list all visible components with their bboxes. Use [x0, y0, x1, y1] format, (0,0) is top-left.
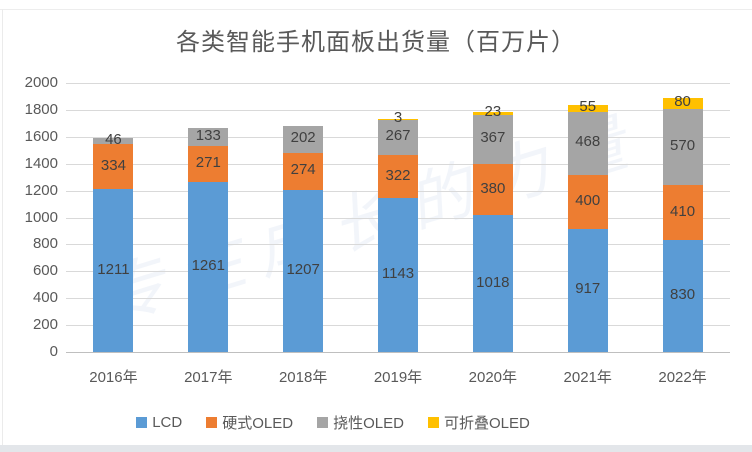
bar-segment-label: 133 [195, 127, 221, 144]
x-axis-category-label: 2021年 [563, 369, 612, 386]
bar-segment-label: 1018 [476, 273, 510, 291]
bar-segment-label: 830 [670, 286, 696, 304]
bar-segment-label: 80 [674, 93, 691, 111]
top-border-line [0, 9, 752, 10]
x-axis-category-label: 2017年 [184, 369, 233, 386]
chart-title: 各类智能手机面板出货量（百万片） [176, 29, 576, 56]
x-axis-category-label: 2016年 [89, 369, 138, 386]
bar-segment-label: 55 [579, 98, 597, 116]
bar-segment-label: 1261 [191, 257, 225, 275]
bar-segment-label: 367 [480, 129, 506, 147]
legend-item: 可折叠OLED [427, 412, 530, 433]
bottom-edge-band [0, 445, 752, 452]
bar-segment [567, 104, 608, 112]
legend: LCD 硬式OLED 挠性OLED 可折叠OLED [0, 412, 666, 433]
y-axis-tick-label: 600 [32, 262, 58, 280]
bar-segment [662, 108, 703, 186]
bar-segment-label: 274 [290, 161, 316, 179]
bar-segment-label: 400 [575, 191, 601, 209]
legend-label: 硬式OLED [222, 415, 294, 432]
x-axis-category-label: 2020年 [468, 369, 518, 386]
bar-segment-label: 380 [480, 179, 506, 197]
bar-segment [188, 145, 229, 183]
bar-segment-label: 23 [484, 103, 502, 121]
bar-segment [567, 111, 608, 175]
bar-segment [283, 152, 324, 190]
y-axis-tick-label: 1000 [24, 208, 58, 226]
bar-segment [567, 228, 608, 352]
bar-segment-label: 322 [385, 166, 411, 184]
x-axis-category-label: 2019年 [373, 369, 423, 386]
legend-item: 硬式OLED [206, 412, 293, 433]
bar-segment [662, 97, 703, 109]
bar-segment [378, 119, 418, 155]
bar-segment [567, 174, 608, 229]
bar-segment [93, 138, 134, 145]
bar-segment [378, 198, 418, 352]
legend-label: 挠性OLED [333, 415, 404, 432]
legend-swatch-icon [136, 417, 148, 428]
bar-segment-label: 410 [670, 202, 696, 220]
y-axis-tick-label: 400 [32, 289, 58, 307]
bar-segment [93, 189, 134, 352]
legend-swatch-icon [206, 417, 218, 428]
y-axis-tick-label: 200 [32, 316, 58, 334]
gridline [66, 109, 730, 111]
bar-segment-label: 3 [393, 108, 403, 126]
y-axis-tick-label: 1600 [24, 127, 58, 145]
bar-segment-label: 917 [575, 280, 601, 298]
legend-item: 挠性OLED [317, 412, 404, 433]
x-axis-category-label: 2018年 [278, 369, 328, 386]
bar-segment [378, 154, 418, 199]
x-axis-category-label: 2022年 [658, 369, 707, 386]
bar-segment [472, 163, 513, 216]
bar-segment-label: 1207 [286, 260, 320, 278]
y-axis-tick-label: 2000 [24, 74, 58, 91]
y-axis-tick-label: 1200 [24, 181, 58, 199]
bar-segment-label: 468 [575, 133, 601, 151]
bar-segment-label: 46 [105, 131, 122, 149]
bar-segment-label: 1143 [381, 265, 415, 283]
gridline [66, 352, 730, 353]
legend-label: 可折叠OLED [443, 415, 530, 432]
y-axis-tick-label: 0 [49, 343, 58, 360]
bar-segment [662, 185, 703, 241]
bar-segment [188, 182, 229, 352]
bar-segment-label: 1211 [97, 260, 130, 278]
bar-segment-label: 267 [385, 127, 411, 144]
bar-segment-label: 334 [100, 156, 126, 174]
y-axis-tick-label: 1800 [24, 100, 58, 118]
left-border-line [2, 9, 3, 445]
legend-swatch-icon [427, 417, 439, 428]
legend-item: LCD [136, 414, 182, 431]
bar-segment [472, 111, 513, 115]
legend-swatch-icon [317, 417, 329, 428]
bar-segment [283, 125, 324, 153]
y-axis-tick-label: 800 [32, 235, 58, 253]
bar-segment-label: 271 [195, 154, 221, 172]
bar-segment [472, 114, 513, 164]
bar-segment [662, 240, 703, 352]
gridline [66, 83, 730, 84]
bar-segment [283, 189, 324, 352]
bar-segment [93, 144, 134, 190]
bar-segment [378, 118, 418, 120]
bar-segment-label: 202 [290, 129, 316, 147]
legend-label: LCD [152, 414, 183, 431]
bar-segment-label: 570 [670, 136, 696, 154]
bar-segment [188, 128, 229, 146]
y-axis-tick-label: 1400 [24, 154, 58, 172]
bar-segment [472, 215, 513, 352]
